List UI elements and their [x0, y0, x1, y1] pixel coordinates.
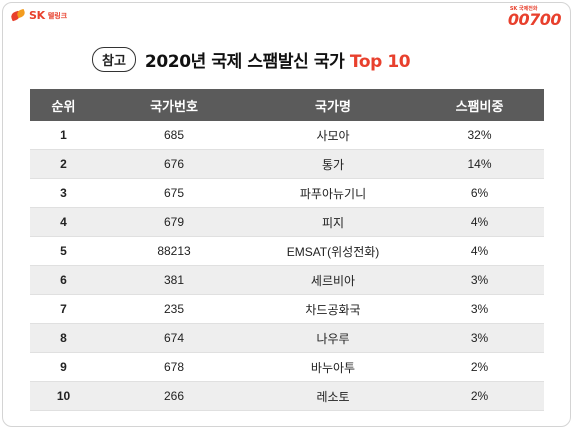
country-cell: 사모아: [251, 121, 415, 150]
share-cell: 32%: [415, 121, 544, 150]
share-cell: 2%: [415, 352, 544, 382]
00700-logo: SK 국제전화 00700: [507, 6, 562, 29]
country-cell: 파푸아뉴기니: [251, 178, 415, 208]
column-header-country: 국가명: [251, 89, 415, 121]
rank-cell: 2: [30, 149, 97, 179]
rank-cell: 10: [30, 381, 97, 411]
telink-logo-text: 텔링크: [47, 11, 68, 20]
share-cell: 2%: [415, 381, 544, 411]
country-cell: 통가: [251, 149, 415, 179]
table-row: 5 88213 EMSAT(위성전화) 4%: [30, 236, 544, 266]
country-cell: 세르비아: [251, 265, 415, 295]
table-row: 3 675 파푸아뉴기니 6%: [30, 178, 544, 208]
rank-cell: 3: [30, 178, 97, 208]
table-row: 2 676 통가 14%: [30, 149, 544, 179]
country-cell: EMSAT(위성전화): [251, 236, 415, 266]
table-row: 10 266 레소토 2%: [30, 381, 544, 411]
code-cell: 235: [97, 294, 251, 324]
column-header-rank: 순위: [30, 89, 97, 121]
table-row: 6 381 세르비아 3%: [30, 265, 544, 295]
table-row: 8 674 나우루 3%: [30, 323, 544, 353]
rank-cell: 9: [30, 352, 97, 382]
share-cell: 3%: [415, 265, 544, 295]
code-cell: 678: [97, 352, 251, 382]
title-main: 2020년 국제 스팸발신 국가: [144, 52, 350, 72]
sk-logo-text: SK: [29, 9, 45, 22]
code-cell: 88213: [97, 236, 251, 266]
table-header-row: 순위 국가번호 국가명 스팸비중: [30, 89, 544, 121]
code-cell: 685: [97, 121, 251, 150]
rank-cell: 5: [30, 236, 97, 266]
share-cell: 6%: [415, 178, 544, 208]
code-cell: 679: [97, 207, 251, 237]
rank-cell: 1: [30, 121, 97, 150]
share-cell: 14%: [415, 149, 544, 179]
card-frame: [2, 2, 571, 427]
country-cell: 나우루: [251, 323, 415, 353]
sk-wing-icon: [9, 8, 27, 22]
code-cell: 381: [97, 265, 251, 295]
sk-telink-logo: SK 텔링크: [9, 8, 68, 22]
rank-cell: 4: [30, 207, 97, 237]
code-cell: 266: [97, 381, 251, 411]
title-accent: Top 10: [349, 52, 411, 72]
share-cell: 3%: [415, 323, 544, 353]
country-cell: 바누아투: [251, 352, 415, 382]
page-title: 2020년 국제 스팸발신 국가 Top 10: [144, 47, 411, 72]
column-header-code: 국가번호: [97, 89, 251, 121]
code-cell: 676: [97, 149, 251, 179]
00700-logo-subtext: SK 국제전화: [509, 6, 538, 12]
rank-cell: 8: [30, 323, 97, 353]
reference-tag: 참고: [92, 47, 136, 72]
table-row: 1 685 사모아 32%: [30, 121, 544, 150]
code-cell: 675: [97, 178, 251, 208]
column-header-share: 스팸비중: [415, 89, 544, 121]
share-cell: 4%: [415, 207, 544, 237]
table-row: 9 678 바누아투 2%: [30, 352, 544, 382]
country-cell: 차드공화국: [251, 294, 415, 324]
country-cell: 레소토: [251, 381, 415, 411]
share-cell: 3%: [415, 294, 544, 324]
share-cell: 4%: [415, 236, 544, 266]
table-row: 4 679 피지 4%: [30, 207, 544, 237]
code-cell: 674: [97, 323, 251, 353]
00700-logo-text: 00700: [507, 10, 562, 29]
rank-cell: 7: [30, 294, 97, 324]
table-row: 7 235 차드공화국 3%: [30, 294, 544, 324]
rank-cell: 6: [30, 265, 97, 295]
country-cell: 피지: [251, 207, 415, 237]
title-row: 참고 2020년 국제 스팸발신 국가 Top 10: [92, 47, 411, 72]
